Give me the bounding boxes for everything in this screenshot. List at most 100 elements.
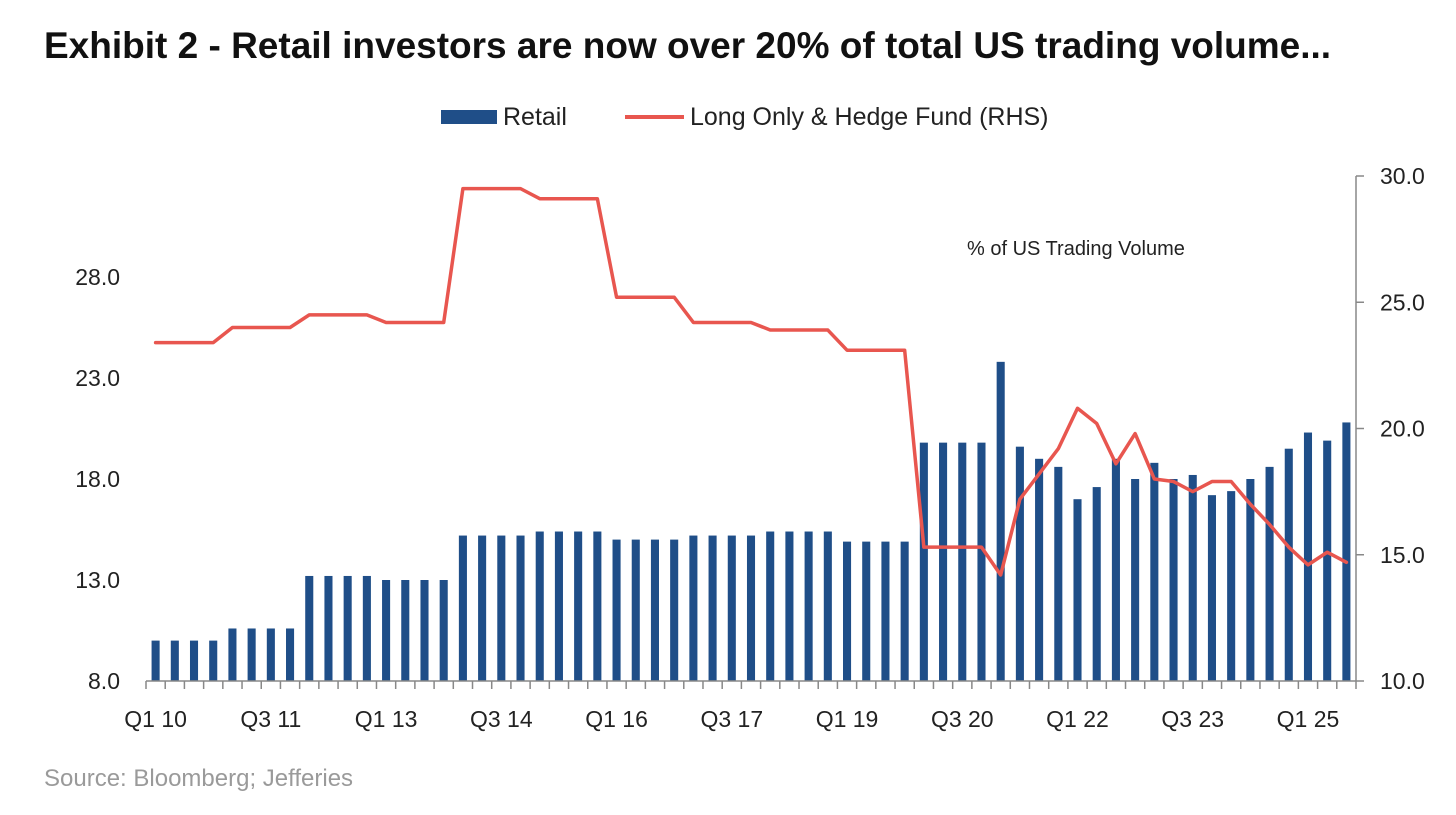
retail-bar xyxy=(689,535,698,681)
x-axis-label: Q1 25 xyxy=(1277,706,1340,732)
retail-bar xyxy=(1188,474,1197,681)
left-y-axis-labels: 8.0 13.0 18.0 23.0 28.0 xyxy=(75,264,120,694)
x-axis-label: Q3 17 xyxy=(700,706,763,732)
retail-bar xyxy=(593,531,602,681)
x-axis-label: Q3 14 xyxy=(470,706,533,732)
x-axis-labels: Q1 10 Q3 11 Q1 13 Q3 14 Q1 16 Q3 17 Q1 19 Q3 20… xyxy=(124,706,1339,732)
retail-bar xyxy=(362,575,371,681)
right-y-axis-labels: 10.0 15.0 20.0 25.0 30.0 xyxy=(1380,163,1425,694)
retail-bar xyxy=(804,531,813,681)
retail-bar xyxy=(1131,479,1140,681)
right-y-axis-label: 25.0 xyxy=(1380,289,1425,315)
retail-bar xyxy=(1054,466,1063,681)
retail-bar xyxy=(900,541,909,681)
right-y-axis-label: 30.0 xyxy=(1380,163,1425,189)
retail-bar xyxy=(670,539,679,681)
retail-bar xyxy=(189,640,199,681)
retail-bar xyxy=(266,628,275,681)
retail-bar xyxy=(881,541,890,681)
x-axis-label: Q1 10 xyxy=(124,706,187,732)
retail-bar xyxy=(631,539,640,681)
retail-bar xyxy=(919,442,928,681)
retail-bar xyxy=(151,640,160,681)
retail-bar xyxy=(708,535,717,681)
long-only-hedge-fund-line-group xyxy=(153,186,1349,577)
retail-bar xyxy=(1207,495,1216,681)
retail-bar xyxy=(286,628,295,681)
retail-bar xyxy=(727,535,736,681)
x-axis-label: Q1 19 xyxy=(816,706,879,732)
retail-bar xyxy=(1150,462,1159,681)
retail-bar xyxy=(170,640,179,681)
retail-bar xyxy=(439,580,448,681)
left-y-axis-label: 23.0 xyxy=(75,365,120,391)
legend-swatch-retail xyxy=(441,110,497,124)
retail-bar xyxy=(516,535,525,681)
retail-bar xyxy=(939,442,948,681)
right-y-axis-label: 10.0 xyxy=(1380,668,1425,694)
retail-bar xyxy=(823,531,832,681)
retail-bar xyxy=(458,535,467,681)
retail-bar xyxy=(401,580,410,681)
retail-bar xyxy=(1092,487,1101,681)
left-y-axis-label: 28.0 xyxy=(75,264,120,290)
retail-bar xyxy=(305,575,314,681)
retail-bar xyxy=(1227,491,1236,681)
left-y-axis-label: 8.0 xyxy=(88,668,120,694)
retail-bar xyxy=(766,531,775,681)
retail-bar xyxy=(650,539,659,681)
retail-bar xyxy=(247,628,256,681)
retail-bar xyxy=(228,628,237,681)
retail-bar xyxy=(612,539,621,681)
retail-bar xyxy=(1073,499,1082,681)
source-note: Source: Bloomberg; Jefferies xyxy=(44,765,353,792)
retail-bar xyxy=(574,531,583,681)
legend-label-retail: Retail xyxy=(503,103,567,131)
retail-bar xyxy=(1303,432,1313,681)
right-y-axis-ticks xyxy=(1356,175,1364,682)
axis-annotation: % of US Trading Volume xyxy=(967,238,1185,260)
retail-bar xyxy=(1342,422,1351,681)
retail-bar xyxy=(535,531,544,681)
retail-bar xyxy=(1284,448,1293,681)
x-axis-label: Q3 23 xyxy=(1161,706,1224,732)
retail-bar xyxy=(785,531,794,681)
legend-label-long-only-hedge-fund: Long Only & Hedge Fund (RHS) xyxy=(690,103,1049,131)
retail-bar xyxy=(958,442,967,681)
retail-bar xyxy=(843,541,852,681)
left-y-axis-label: 18.0 xyxy=(75,466,120,492)
retail-bars xyxy=(151,361,1351,681)
retail-bar xyxy=(209,640,218,681)
retail-bar xyxy=(1265,466,1274,681)
x-axis-label: Q1 22 xyxy=(1046,706,1109,732)
retail-bar xyxy=(554,531,563,681)
retail-bar xyxy=(1015,446,1024,681)
retail-bar xyxy=(382,580,391,681)
retail-bar xyxy=(1169,479,1178,681)
x-axis-label: Q1 13 xyxy=(355,706,418,732)
x-axis-label: Q3 11 xyxy=(240,706,301,732)
retail-bar xyxy=(977,442,986,681)
retail-bar xyxy=(862,541,871,681)
retail-bar xyxy=(1035,458,1044,681)
left-y-axis-label: 13.0 xyxy=(75,567,120,593)
right-y-axis-label: 20.0 xyxy=(1380,416,1425,442)
retail-bar xyxy=(996,361,1005,681)
retail-bar xyxy=(1323,440,1332,681)
retail-bar xyxy=(746,535,756,681)
retail-bar xyxy=(1111,458,1120,681)
chart-title: Exhibit 2 - Retail investors are now ove… xyxy=(44,25,1331,66)
x-axis-ticks xyxy=(145,681,1357,689)
retail-bar xyxy=(343,575,352,681)
retail-bar xyxy=(478,535,487,681)
retail-bar xyxy=(324,575,333,681)
legend: Retail Long Only & Hedge Fund (RHS) xyxy=(441,103,1049,131)
retail-bar xyxy=(420,580,429,681)
x-axis-label: Q3 20 xyxy=(931,706,994,732)
right-y-axis-label: 15.0 xyxy=(1380,542,1425,568)
long-only-hedge-fund-line xyxy=(153,186,1349,577)
retail-bar xyxy=(497,535,506,681)
retail-bar xyxy=(1246,479,1255,681)
x-axis-label: Q1 16 xyxy=(585,706,648,732)
